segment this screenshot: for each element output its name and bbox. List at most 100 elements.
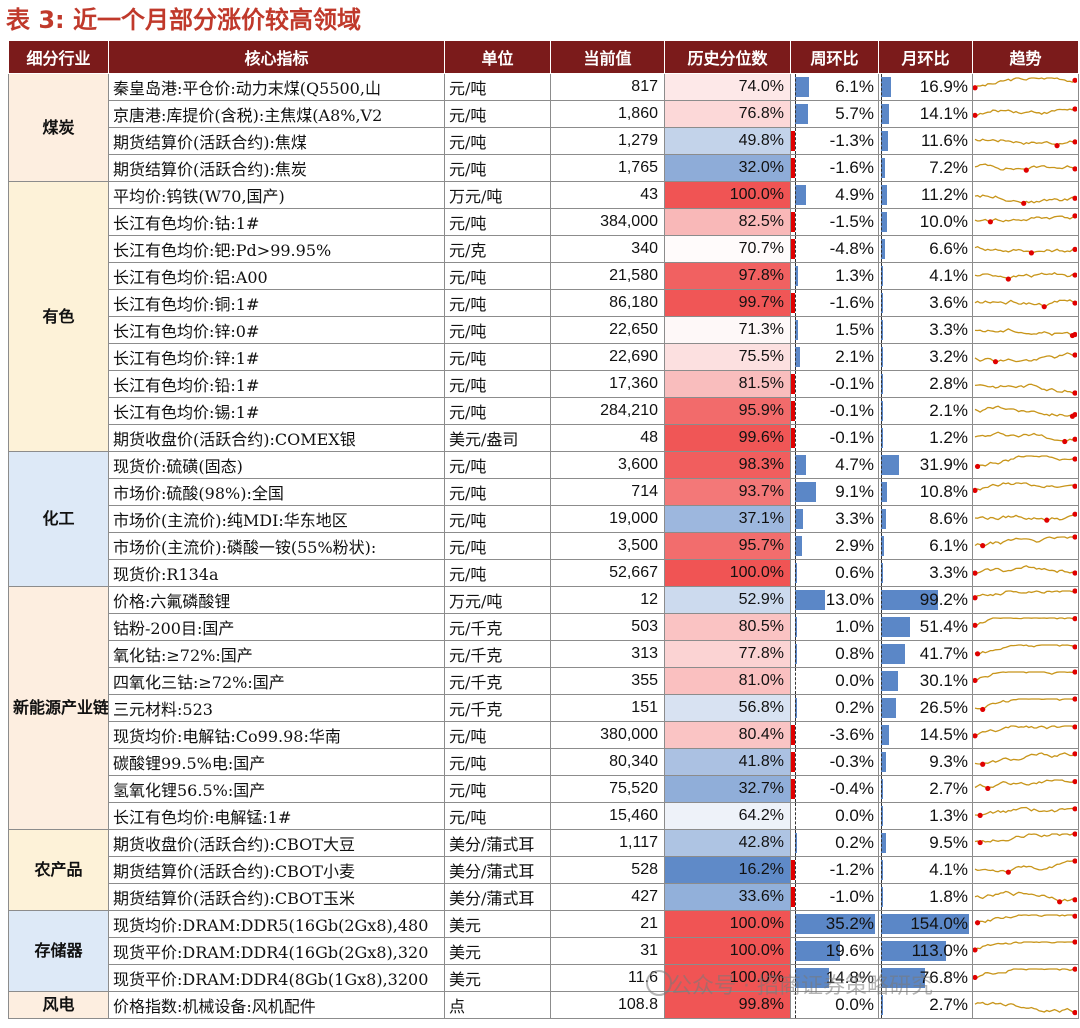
mom-bar: [881, 428, 883, 448]
unit-cell: 元/千克: [444, 694, 551, 722]
table-row: 碳酸锂99.5%电:国产 元/吨 80,340 41.8% -0.3% 9.3%: [9, 748, 1079, 776]
current-value: 108.8: [550, 991, 665, 1019]
wow-bar-wrap: 14.8%: [792, 965, 878, 991]
trend-low-dot: [980, 543, 986, 549]
wow-axis: [795, 506, 796, 532]
trend-cell: [972, 748, 1079, 776]
indicator-name: 氧化钴:≥72%:国产: [108, 640, 445, 668]
wow-value: 13.0%: [825, 590, 874, 609]
trend-sparkline: [974, 245, 1077, 256]
mom-value: 8.6%: [929, 509, 968, 528]
wow-bar: [795, 482, 816, 502]
percentile-cell: 100.0%: [664, 910, 791, 938]
mom-bar: [881, 320, 883, 340]
mom-bar-wrap: 11.2%: [880, 182, 972, 208]
wow-bar: [791, 779, 795, 799]
wow-bar: [795, 914, 875, 934]
wow-bar-wrap: -0.4%: [791, 776, 878, 802]
indicator-name: 现货均价:DRAM:DDR5(16Gb(2Gx8),480: [108, 910, 445, 938]
wow-cell: -0.3%: [790, 748, 879, 776]
trend-sparkline: [974, 299, 1077, 310]
wow-cell: 0.6%: [790, 559, 879, 587]
trend-line: [974, 833, 1075, 844]
mom-bar-wrap: 2.8%: [880, 371, 972, 397]
percentile-cell: 32.0%: [664, 154, 791, 182]
current-value: 75,520: [550, 775, 665, 803]
percentile-cell: 64.2%: [664, 802, 791, 830]
trend-line: [974, 617, 1076, 626]
table-row: 长江有色均价:锌:1# 元/吨 22,690 75.5% 2.1% 3.2%: [9, 343, 1079, 371]
wow-axis: [795, 209, 796, 235]
mom-bar: [881, 131, 888, 151]
mom-bar: [881, 941, 946, 961]
watermark-logo-icon: [646, 970, 672, 996]
percentile-cell: 33.6%: [664, 883, 791, 911]
percentile-cell: 100.0%: [664, 181, 791, 209]
mom-axis: [881, 506, 882, 532]
trend-cell: [972, 451, 1079, 479]
mom-axis: [881, 425, 882, 451]
wow-axis: [795, 560, 796, 586]
table-row: 期货结算价(活跃合约):焦炭 元/吨 1,765 32.0% -1.6% 7.2%: [9, 154, 1079, 182]
wow-value: 0.2%: [835, 698, 874, 717]
indicator-name: 长江有色均价:锌:1#: [108, 343, 445, 371]
wow-axis: [795, 155, 796, 181]
unit-cell: 元/吨: [444, 802, 551, 830]
mom-axis: [881, 614, 882, 640]
mom-bar-wrap: 2.7%: [880, 776, 972, 802]
mom-bar: [881, 725, 890, 745]
mom-cell: 3.3%: [878, 316, 973, 344]
wow-bar: [795, 320, 799, 340]
mom-value: 113.0%: [911, 941, 968, 960]
trend-line: [974, 138, 1076, 147]
wow-cell: 0.0%: [790, 802, 879, 830]
wow-value: -4.8%: [829, 239, 874, 258]
trend-cell: [972, 289, 1079, 317]
mom-cell: 3.6%: [878, 289, 973, 317]
current-value: 48: [550, 424, 665, 452]
wow-cell: 14.8%: [790, 964, 879, 992]
industry-cell: 存储器: [8, 910, 109, 992]
percentile-cell: 56.8%: [664, 694, 791, 722]
trend-line: [974, 272, 1076, 280]
wow-value: 0.6%: [835, 563, 874, 582]
wow-bar-wrap: 4.7%: [792, 452, 878, 478]
mom-value: 3.6%: [929, 293, 968, 312]
current-value: 12: [550, 586, 665, 614]
wow-cell: 1.3%: [790, 262, 879, 290]
wow-cell: 13.0%: [790, 586, 879, 614]
unit-cell: 元/吨: [444, 289, 551, 317]
industry-label: 农产品: [34, 860, 83, 879]
indicator-name: 价格指数:机械设备:风机配件: [108, 991, 445, 1019]
trend-last-dot: [1072, 778, 1077, 785]
mom-bar: [881, 968, 925, 988]
mom-bar-wrap: 10.0%: [880, 209, 972, 235]
table-row: 三元材料:523 元/千克 151 56.8% 0.2% 26.5%: [9, 694, 1079, 722]
unit-cell: 万元/吨: [444, 586, 551, 614]
industry-label: 煤炭: [42, 117, 75, 137]
industry-cell: 农产品: [8, 829, 109, 911]
wow-bar: [795, 455, 806, 475]
indicator-name: 期货结算价(活跃合约):焦炭: [108, 154, 445, 182]
current-value: 1,860: [550, 100, 665, 128]
wow-value: 5.7%: [835, 104, 874, 123]
wow-bar-wrap: 0.2%: [792, 830, 878, 856]
mom-bar: [881, 563, 883, 583]
mom-bar: [881, 671, 899, 691]
mom-axis: [881, 317, 882, 343]
table-row: 长江有色均价:铅:1# 元/吨 17,360 81.5% -0.1% 2.8%: [9, 370, 1079, 398]
table-row: 期货结算价(活跃合约):CBOT玉米 美分/蒲式耳 427 33.6% -1.0% 1.8…: [9, 883, 1079, 911]
trend-last-dot: [1072, 166, 1077, 172]
unit-cell: 美分/蒲式耳: [444, 883, 551, 911]
wow-bar-wrap: -3.6%: [791, 722, 878, 748]
percentile-cell: 70.7%: [664, 235, 791, 263]
mom-axis: [881, 128, 882, 154]
wow-bar: [795, 833, 797, 853]
mom-bar: [881, 77, 891, 97]
mom-cell: 1.3%: [878, 802, 973, 830]
mom-bar-wrap: 26.5%: [880, 695, 972, 721]
trend-last-dot: [1072, 511, 1077, 517]
wow-bar-wrap: 1.3%: [792, 263, 878, 289]
table-row: 期货结算价(活跃合约):CBOT小麦 美分/蒲式耳 528 16.2% -1.2% 4.1…: [9, 856, 1079, 884]
percentile-cell: 76.8%: [664, 100, 791, 128]
